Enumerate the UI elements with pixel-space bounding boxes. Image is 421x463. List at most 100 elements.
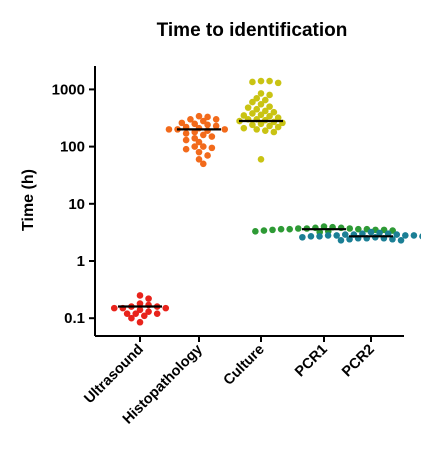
- data-point: [136, 300, 144, 307]
- data-point: [270, 108, 278, 116]
- data-point: [199, 160, 207, 168]
- data-point: [187, 116, 194, 123]
- y-axis-label: Time (h): [20, 169, 37, 231]
- data-point: [253, 94, 261, 102]
- data-point: [199, 143, 207, 150]
- data-point: [195, 112, 203, 120]
- data-point: [249, 121, 256, 129]
- data-point: [266, 77, 273, 85]
- data-point: [346, 235, 353, 243]
- y-tick-label: 10: [68, 196, 85, 213]
- data-point: [393, 231, 401, 238]
- data-point: [132, 310, 140, 317]
- data-point: [346, 225, 354, 232]
- data-point: [240, 124, 248, 132]
- data-point: [128, 314, 135, 322]
- data-point: [286, 225, 293, 233]
- data-point: [261, 127, 269, 134]
- data-point: [266, 91, 273, 99]
- data-point: [257, 90, 265, 97]
- data-point: [252, 228, 259, 235]
- data-point: [355, 225, 362, 233]
- x-category-label: Culture: [221, 342, 268, 389]
- data-point: [182, 130, 190, 137]
- data-point: [140, 312, 148, 320]
- data-point: [316, 233, 323, 240]
- data-point: [123, 310, 131, 317]
- data-point: [178, 119, 186, 127]
- y-tick-label: 1000: [52, 81, 85, 98]
- data-point: [260, 227, 268, 234]
- data-point: [266, 122, 273, 130]
- data-point: [261, 96, 269, 104]
- data-point: [397, 237, 405, 244]
- data-point: [199, 131, 207, 139]
- data-points: [110, 77, 421, 326]
- data-point: [195, 138, 203, 146]
- data-point: [261, 107, 269, 115]
- data-point: [376, 229, 383, 237]
- data-point: [299, 233, 306, 241]
- x-category-label: PCR1: [292, 342, 331, 381]
- data-point: [162, 304, 170, 312]
- median-lines: [118, 119, 393, 308]
- x-category-label: Ultrasound: [81, 342, 146, 407]
- axes: [94, 66, 404, 337]
- data-point: [110, 304, 118, 312]
- data-point: [195, 148, 203, 156]
- x-category-label: PCR2: [339, 342, 378, 381]
- data-point: [269, 226, 276, 234]
- data-point: [253, 105, 261, 113]
- data-point: [402, 232, 409, 239]
- data-point: [212, 122, 220, 130]
- data-point: [274, 79, 282, 87]
- data-point: [136, 292, 144, 299]
- y-tick-label: 0.1: [64, 310, 85, 327]
- data-point: [270, 128, 278, 136]
- data-point: [240, 112, 248, 119]
- data-point: [337, 237, 345, 244]
- data-point: [274, 123, 282, 131]
- data-point: [324, 232, 332, 239]
- data-point: [153, 310, 161, 317]
- data-point: [367, 228, 375, 236]
- data-point: [266, 103, 273, 110]
- y-tick-label: 100: [60, 139, 85, 156]
- data-point: [307, 233, 315, 240]
- data-point: [195, 155, 203, 163]
- data-point: [182, 145, 190, 153]
- data-point: [165, 126, 173, 133]
- data-point: [257, 111, 265, 119]
- data-point: [204, 113, 211, 121]
- data-point: [257, 155, 265, 163]
- data-point: [208, 133, 216, 140]
- data-point: [145, 295, 152, 302]
- chart-title: Time to identification: [157, 20, 348, 41]
- data-point: [249, 98, 256, 106]
- data-point: [257, 120, 265, 128]
- data-point: [389, 235, 396, 243]
- data-point: [257, 100, 265, 108]
- data-point: [221, 126, 229, 133]
- data-point: [341, 231, 349, 238]
- data-point: [410, 232, 418, 239]
- data-point: [136, 306, 144, 314]
- data-point: [208, 144, 216, 152]
- data-point: [136, 318, 144, 326]
- data-point: [249, 78, 256, 86]
- data-point: [204, 152, 211, 159]
- data-point: [244, 104, 252, 111]
- data-point: [333, 232, 340, 239]
- data-point: [253, 126, 261, 133]
- data-point: [191, 134, 199, 142]
- data-point: [249, 110, 256, 117]
- data-point: [277, 225, 285, 233]
- y-tick-label: 1: [77, 253, 85, 270]
- y-ticks: 0.1 1 10 100 1000: [52, 81, 95, 327]
- data-point: [191, 120, 199, 128]
- data-point: [257, 77, 265, 85]
- data-point: [145, 308, 152, 315]
- data-point: [212, 116, 220, 123]
